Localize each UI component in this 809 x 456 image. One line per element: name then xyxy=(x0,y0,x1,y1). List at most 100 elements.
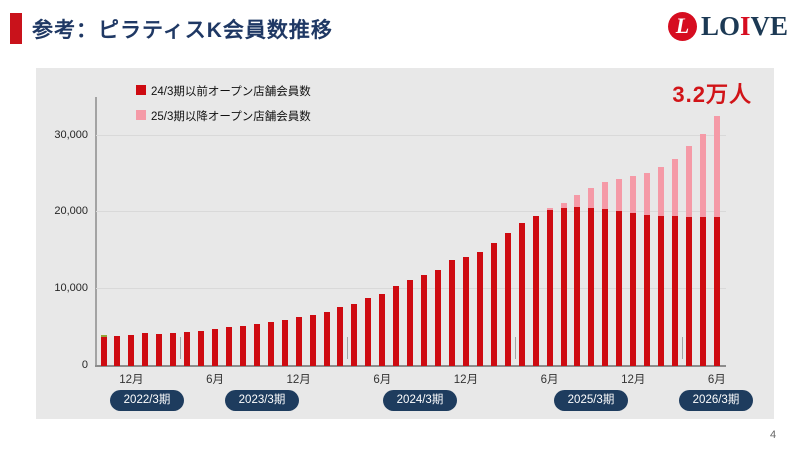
bar-segment-new xyxy=(574,195,581,208)
bar-segment-existing xyxy=(644,215,651,366)
bar xyxy=(142,97,149,366)
bar-segment-existing xyxy=(602,208,609,366)
legend-label-existing-stores: 24/3期以前オープン店舗会員数 xyxy=(151,86,311,98)
bar xyxy=(309,97,316,366)
bar xyxy=(170,97,177,366)
bar-segment-existing xyxy=(699,217,706,366)
bar xyxy=(504,97,511,366)
bar xyxy=(685,97,692,366)
bar xyxy=(379,97,386,366)
bar-segment-existing xyxy=(379,293,386,366)
bar-segment-existing xyxy=(156,333,163,366)
fiscal-year-badge: 2025/3期 xyxy=(554,390,628,411)
bar xyxy=(630,97,637,366)
bar-first-olive-tip xyxy=(100,334,107,337)
bar-segment-existing xyxy=(100,336,107,366)
bar xyxy=(713,97,720,366)
bar-segment-existing xyxy=(435,269,442,366)
logo-letter-i: I xyxy=(740,11,751,41)
bar-segment-existing xyxy=(393,286,400,366)
fiscal-year-separator xyxy=(682,337,683,359)
bar-segment-existing xyxy=(170,333,177,366)
loive-logo-circle-icon: L xyxy=(668,12,697,41)
bar-segment-existing xyxy=(142,333,149,366)
bar-segment-new xyxy=(672,158,679,217)
bar xyxy=(421,97,428,366)
bar xyxy=(114,97,121,366)
bar-segment-existing xyxy=(114,335,121,366)
bar-segment-new xyxy=(602,181,609,209)
bar-segment-existing xyxy=(239,325,246,366)
bar xyxy=(476,97,483,366)
legend-swatch-red xyxy=(136,85,146,95)
bar-segment-new xyxy=(699,133,706,218)
bar xyxy=(602,97,609,366)
bar xyxy=(128,97,135,366)
chart-panel: 24/3期以前オープン店舗会員数 25/3期以降オープン店舗会員数 3.2万人 … xyxy=(36,68,774,419)
legend-label-new-stores: 25/3期以降オープン店舗会員数 xyxy=(151,111,311,123)
fiscal-year-badge: 2023/3期 xyxy=(225,390,299,411)
bar-segment-existing xyxy=(365,297,372,366)
fiscal-year-badge: 2022/3期 xyxy=(110,390,184,411)
fiscal-year-separator xyxy=(180,337,182,359)
loive-logo: L LOIVE xyxy=(668,10,798,44)
bar-segment-existing xyxy=(323,312,330,366)
bar-segment-new xyxy=(658,167,665,216)
bar xyxy=(351,97,358,366)
bar xyxy=(239,97,246,366)
bar xyxy=(100,97,107,366)
y-tick-label: 30,000 xyxy=(54,128,88,141)
bar-segment-existing xyxy=(518,223,525,366)
bar xyxy=(184,97,191,366)
page-number: 4 xyxy=(770,429,777,441)
bar xyxy=(365,97,372,366)
y-axis-line xyxy=(95,97,97,366)
bar-segment-existing xyxy=(225,327,232,366)
x-tick-label: 12月 xyxy=(621,374,646,386)
bar-segment-existing xyxy=(713,216,720,366)
bar xyxy=(156,97,163,366)
bar xyxy=(462,97,469,366)
logo-letters-lo: LO xyxy=(701,11,741,41)
bar xyxy=(225,97,232,366)
bar-segment-new xyxy=(616,178,623,211)
bar xyxy=(295,97,302,366)
bar xyxy=(323,97,330,366)
bar-segment-existing xyxy=(560,208,567,366)
x-tick-label: 12月 xyxy=(453,374,479,386)
bar-segment-existing xyxy=(574,207,581,366)
bar-segment-existing xyxy=(449,260,455,366)
bar xyxy=(699,97,706,366)
fiscal-year-separator xyxy=(347,337,349,359)
bar xyxy=(658,97,665,366)
bar xyxy=(546,97,553,366)
bar xyxy=(253,97,260,366)
bar-segment-existing xyxy=(630,213,637,366)
bar-segment-existing xyxy=(309,314,316,366)
bar-segment-new xyxy=(630,176,637,214)
bar xyxy=(198,97,205,366)
x-tick-label: 6月 xyxy=(206,374,224,386)
bar-segment-existing xyxy=(546,210,553,366)
bar-segment-existing xyxy=(351,303,358,366)
bar-segment-existing xyxy=(407,280,414,366)
bar-segment-existing xyxy=(504,233,511,366)
bar-segment-existing xyxy=(198,330,205,366)
page-title: 参考：ピラティスK会員数推移 xyxy=(32,19,333,42)
legend-swatch-pink xyxy=(136,110,146,120)
bar-segment-existing xyxy=(490,243,497,366)
bar-segment-existing xyxy=(685,216,692,366)
bar-segment-new xyxy=(546,208,553,211)
gridline-30000 xyxy=(96,134,726,136)
bar xyxy=(490,97,497,366)
bar-segment-existing xyxy=(337,307,344,366)
bar-segment-existing xyxy=(672,216,679,366)
bar-segment-new xyxy=(588,187,595,208)
bar xyxy=(337,97,344,366)
bar xyxy=(644,97,651,366)
bar xyxy=(407,97,414,366)
x-tick-label: 6月 xyxy=(707,374,726,386)
plot-area xyxy=(95,97,728,367)
bar xyxy=(588,97,595,366)
x-tick-label: 12月 xyxy=(286,374,311,386)
